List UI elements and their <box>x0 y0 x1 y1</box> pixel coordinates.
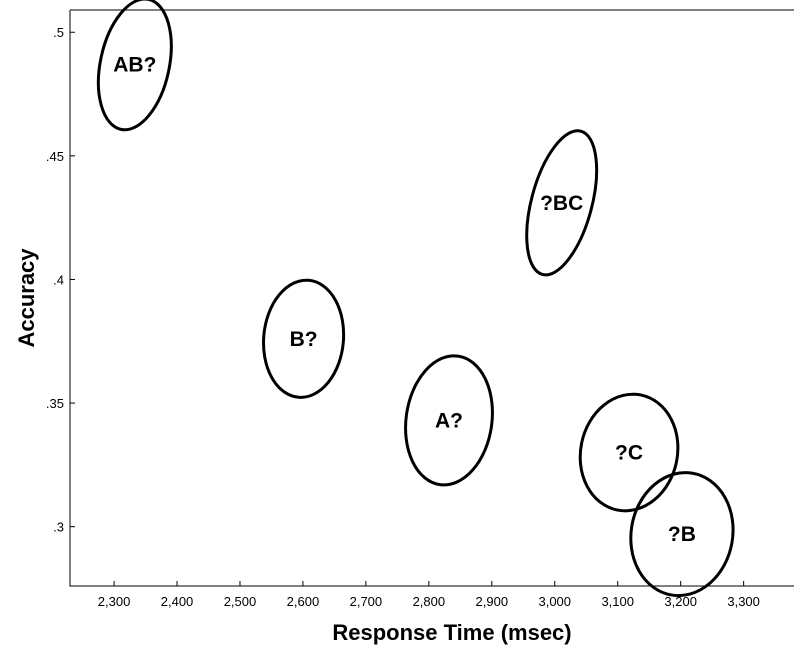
condition-label: ?C <box>615 442 643 465</box>
y-axis-ticks: .3 .35 .4 .45 .5 <box>46 25 75 535</box>
condition-label: B? <box>290 328 318 351</box>
y-tick-label: .4 <box>53 272 64 287</box>
chart-axes <box>69 9 794 587</box>
x-axis-ticks: 2,300 2,400 2,500 2,600 2,700 2,800 2,900 3,000… <box>98 581 760 609</box>
condition-ellipse <box>525 129 599 277</box>
plot-frame <box>69 9 794 587</box>
x-tick-label: 2,900 <box>476 594 509 609</box>
x-tick-label: 2,500 <box>224 594 257 609</box>
x-tick-label: 2,400 <box>161 594 194 609</box>
condition-ellipse <box>96 0 173 132</box>
y-tick-label: .45 <box>46 149 64 164</box>
y-tick-label: .5 <box>53 25 64 40</box>
condition-label: A? <box>435 409 463 432</box>
x-tick-label: 2,700 <box>350 594 383 609</box>
x-tick-label: 3,000 <box>538 594 571 609</box>
y-tick-label: .3 <box>53 520 64 535</box>
x-tick-label: 2,300 <box>98 594 131 609</box>
y-tick-label: .35 <box>46 396 64 411</box>
x-tick-label: 2,600 <box>287 594 320 609</box>
condition-ellipse <box>262 278 346 399</box>
x-axis-title: Response Time (msec) <box>332 620 571 645</box>
condition-label: ?B <box>668 523 696 546</box>
condition-ellipse <box>578 392 680 513</box>
x-tick-label: 3,300 <box>727 594 760 609</box>
condition-label: AB? <box>113 53 156 76</box>
x-tick-label: 3,200 <box>664 594 697 609</box>
x-tick-label: 3,100 <box>601 594 634 609</box>
y-axis-title: Accuracy <box>14 248 39 348</box>
condition-ellipse <box>404 354 494 487</box>
condition-ellipses: AB? ?BC B? A? ?C ?B <box>96 0 735 598</box>
x-tick-label: 2,800 <box>413 594 446 609</box>
condition-ellipse <box>629 471 735 598</box>
condition-label: ?BC <box>540 192 583 215</box>
